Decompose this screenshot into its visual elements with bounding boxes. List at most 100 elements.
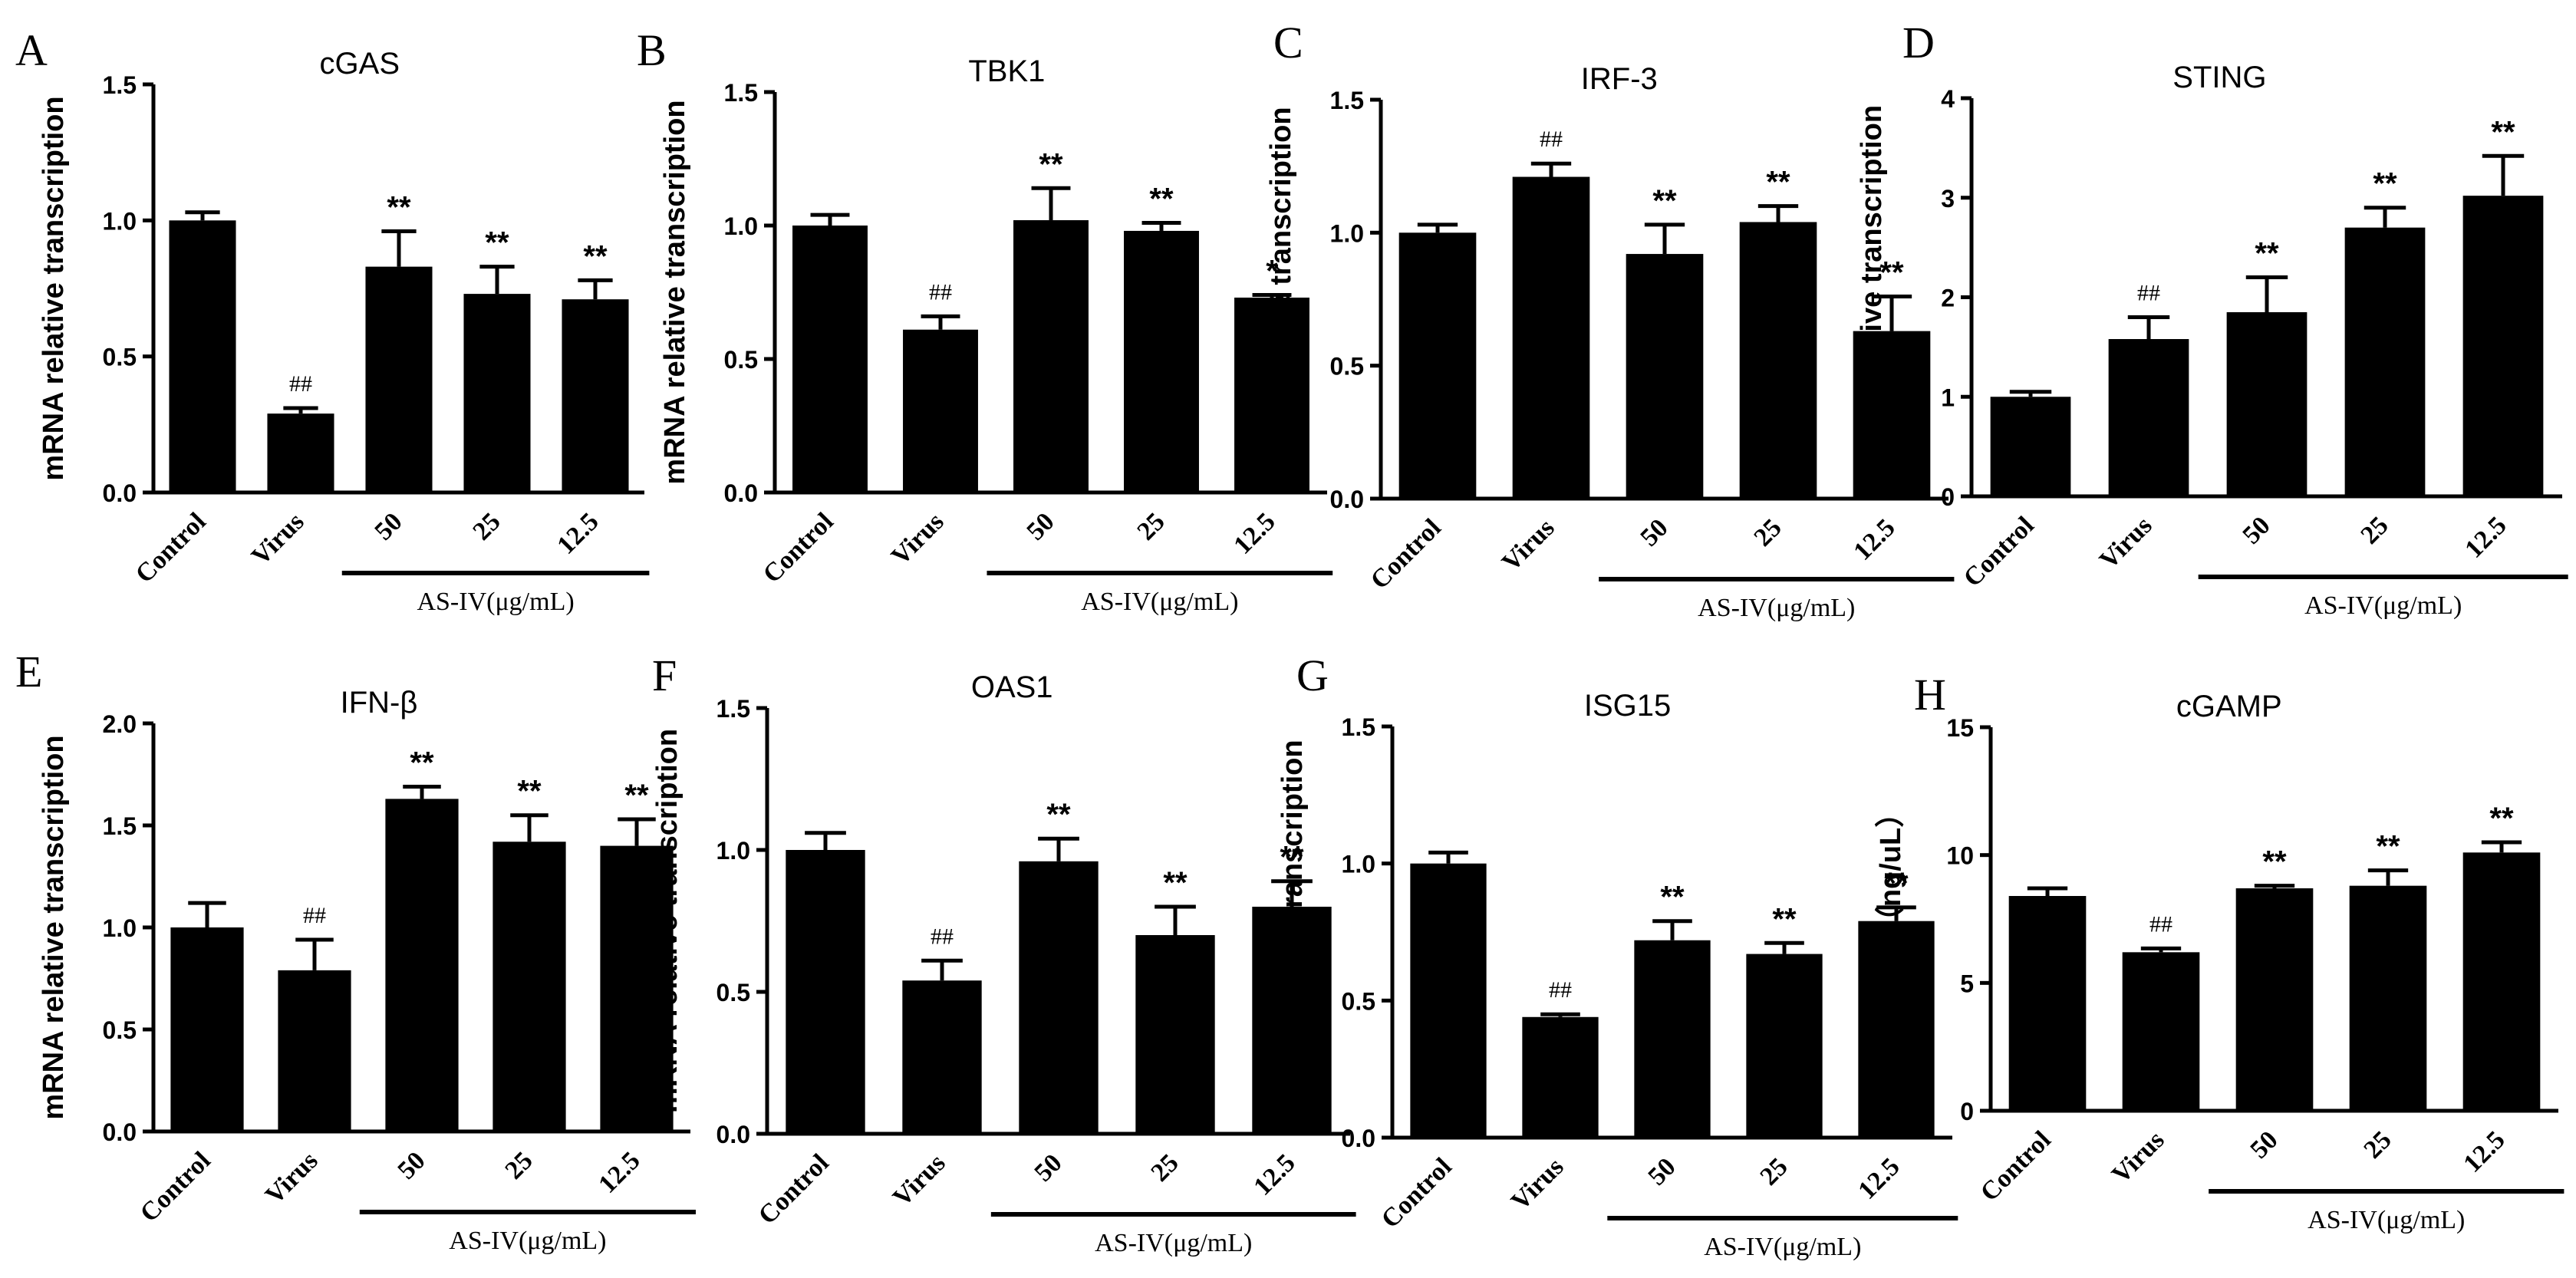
significance-label: ** — [410, 746, 434, 779]
bar — [1746, 954, 1823, 1138]
chart-panel-e: E IFN-β 0.0 0.5 1.0 1.5 2.0 mRNA relative trans… — [15, 647, 696, 1255]
panel-letter: E — [15, 647, 42, 697]
significance-label: ** — [2489, 802, 2514, 835]
y-tick-label: 0.0 — [103, 1118, 137, 1146]
y-tick-label: 0.0 — [103, 479, 137, 507]
chart-title: ISG15 — [1584, 689, 1671, 723]
chart-panel-g: G ISG15 0.0 0.5 1.0 1.5 mRNA relative transcri… — [1276, 651, 1958, 1261]
bar — [492, 842, 566, 1131]
significance-label: ** — [1884, 867, 1909, 901]
significance-label: ** — [1149, 183, 1174, 216]
y-axis-label: mRNA relative transcription — [659, 100, 691, 484]
x-tick-label: Virus — [888, 1148, 951, 1212]
bar — [600, 845, 674, 1131]
y-tick-label: 1.5 — [716, 695, 750, 723]
y-tick-label: 0.0 — [716, 1121, 750, 1148]
chart-title: cGAMP — [2176, 690, 2282, 723]
x-tick-label: Virus — [246, 507, 310, 571]
y-tick-label: 1.0 — [103, 914, 137, 942]
bar — [1634, 940, 1711, 1138]
significance-label: ** — [2373, 167, 2397, 201]
bar — [1398, 232, 1477, 499]
panel-letter: C — [1273, 18, 1303, 68]
significance-label: ** — [1039, 147, 1063, 181]
y-axis-label: mRNA relative transcription — [1856, 105, 1888, 489]
y-tick-label: 0.5 — [103, 344, 137, 371]
y-tick-label: 1.0 — [724, 212, 758, 240]
bar — [1990, 397, 2071, 496]
x-tick-label: Control — [1958, 511, 2040, 592]
treatment-label: AS-IV(μg/mL) — [2308, 1206, 2465, 1234]
x-tick-label: Control — [1376, 1152, 1458, 1234]
y-tick-label: 1 — [1941, 384, 1955, 411]
bar — [1124, 230, 1199, 492]
bar — [2349, 885, 2427, 1111]
bar — [169, 220, 236, 492]
y-tick-label: 0.5 — [724, 346, 758, 374]
x-tick-label: 12.5 — [2458, 1125, 2510, 1178]
significance-label: ** — [485, 226, 509, 260]
bar — [903, 329, 978, 492]
chart-title: cGAS — [320, 47, 400, 81]
bar — [1252, 907, 1332, 1134]
bar — [278, 970, 351, 1131]
y-tick-label: 0 — [1941, 483, 1955, 511]
significance-label: ** — [1652, 184, 1677, 218]
y-tick-label: 0.5 — [1330, 353, 1364, 380]
bar — [792, 226, 868, 492]
chart-panel-c: C IRF-3 0.0 0.5 1.0 1.5 mRNA relative transcri… — [1265, 18, 1955, 622]
chart-title: TBK1 — [968, 54, 1045, 88]
y-tick-label: 1.0 — [1342, 851, 1375, 878]
bar — [1739, 222, 1817, 499]
x-tick-label: 50 — [1029, 1148, 1067, 1187]
bar — [1013, 220, 1089, 492]
y-tick-label: 0.5 — [103, 1016, 137, 1044]
significance-label: ## — [2137, 280, 2160, 305]
y-tick-label: 3 — [1941, 185, 1955, 212]
x-tick-label: 50 — [2237, 511, 2275, 549]
panel-letter: F — [652, 651, 677, 700]
significance-label: ** — [1046, 798, 1071, 832]
significance-label: ## — [1540, 127, 1563, 152]
x-tick-label: Virus — [886, 507, 950, 571]
bar — [1512, 176, 1590, 499]
y-tick-label: 0.0 — [724, 479, 758, 507]
significance-label: ** — [2255, 237, 2279, 271]
bar — [1135, 935, 1215, 1134]
x-tick-label: 25 — [1754, 1152, 1793, 1191]
x-tick-label: 12.5 — [1853, 1152, 1905, 1204]
bar — [786, 850, 865, 1134]
y-tick-label: 0.5 — [1342, 987, 1375, 1015]
x-tick-label: 12.5 — [1228, 507, 1280, 559]
bar — [1019, 861, 1099, 1134]
bar — [385, 799, 459, 1131]
significance-label: ## — [303, 903, 326, 928]
significance-label: ## — [1549, 977, 1572, 1003]
treatment-label: AS-IV(μg/mL) — [1698, 594, 1855, 622]
bar — [1234, 297, 1309, 492]
x-tick-label: Virus — [1506, 1152, 1570, 1216]
y-tick-label: 1.5 — [1330, 87, 1364, 114]
bar — [267, 413, 334, 492]
significance-label: ## — [289, 371, 312, 397]
chart-title: IRF-3 — [1581, 62, 1658, 96]
significance-label: ** — [624, 779, 649, 812]
significance-label: ** — [1163, 866, 1188, 900]
y-tick-label: 2 — [1941, 285, 1955, 312]
x-tick-label: 25 — [1132, 507, 1170, 545]
bar — [2235, 888, 2314, 1111]
bar — [170, 927, 244, 1131]
significance-label: ## — [929, 279, 952, 305]
x-tick-label: 25 — [1145, 1148, 1184, 1187]
x-tick-label: 25 — [499, 1146, 538, 1184]
chart-title: OAS1 — [971, 670, 1053, 704]
significance-label: ** — [583, 239, 608, 273]
bar — [2008, 896, 2087, 1111]
x-tick-label: Virus — [260, 1146, 324, 1210]
bar — [1853, 331, 1931, 499]
x-tick-label: 12.5 — [552, 507, 604, 559]
y-tick-label: 1.0 — [103, 207, 137, 235]
panel-letter: D — [1902, 18, 1935, 68]
y-tick-label: 1.0 — [1330, 219, 1364, 247]
